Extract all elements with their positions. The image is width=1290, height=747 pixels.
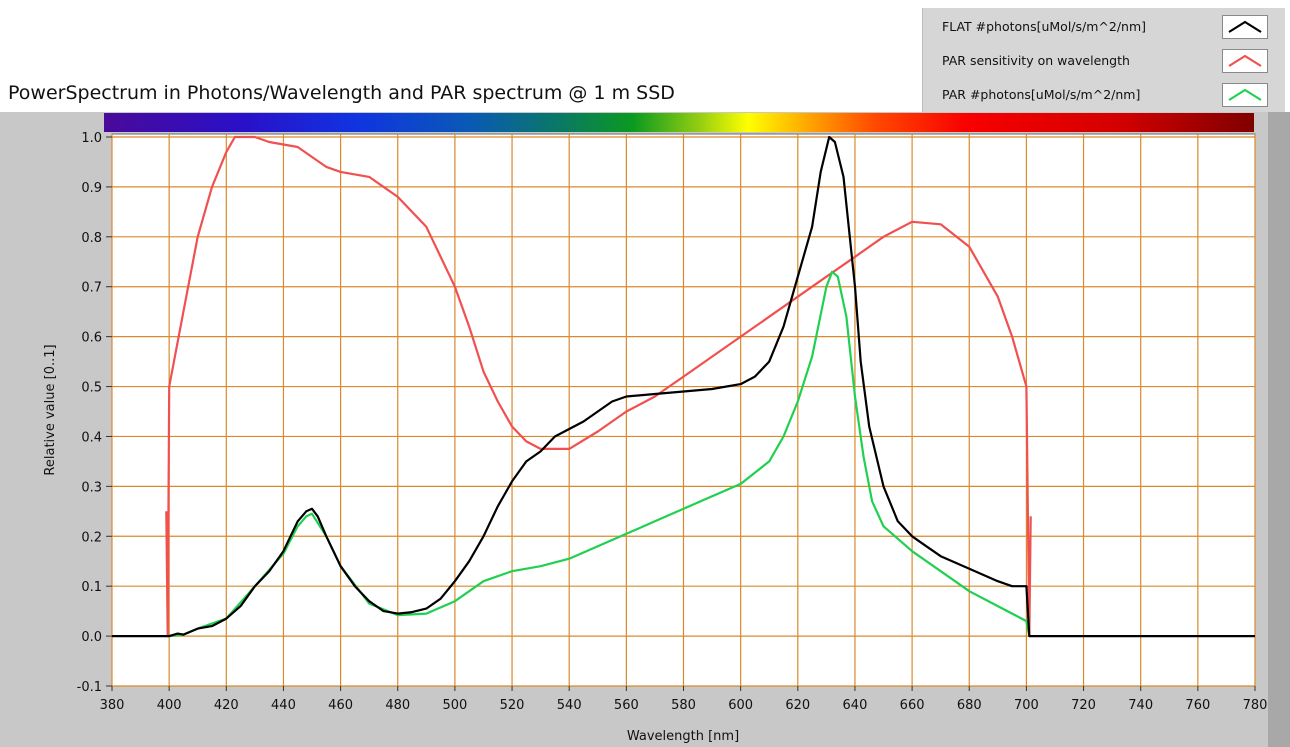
x-tick-label: 780 (1243, 698, 1268, 713)
y-tick-label: 0.4 (81, 430, 102, 445)
legend: FLAT #photons[uMol/s/m^2/nm] PAR sensiti… (922, 8, 1285, 112)
legend-item-par-sensitivity[interactable]: PAR sensitivity on wavelength (923, 44, 1285, 76)
legend-swatch-par-sensitivity[interactable] (1222, 49, 1268, 73)
x-tick-label: 440 (271, 698, 296, 713)
spectrum-color-bar (104, 113, 1254, 132)
plot-frame-right-edge (1268, 112, 1290, 747)
series-line-par-photons (169, 270, 1031, 638)
x-tick-label: 380 (100, 698, 125, 713)
x-axis: 380 400 420 440 460 480 500 520 540 560 580 600 620 6… (100, 686, 1268, 713)
x-tick-label: 640 (843, 698, 868, 713)
x-tick-label: 400 (157, 698, 182, 713)
legend-item-flat[interactable]: FLAT #photons[uMol/s/m^2/nm] (923, 10, 1285, 42)
legend-label-par-sensitivity: PAR sensitivity on wavelength (942, 53, 1130, 68)
legend-label-flat: FLAT #photons[uMol/s/m^2/nm] (942, 19, 1147, 34)
legend-item-par-photons[interactable]: PAR #photons[uMol/s/m^2/nm] (923, 78, 1285, 110)
grid (111, 134, 1256, 687)
legend-swatch-flat[interactable] (1222, 15, 1268, 39)
x-tick-label: 560 (614, 698, 639, 713)
x-tick-label: 700 (1014, 698, 1039, 713)
x-tick-label: 660 (900, 698, 925, 713)
x-tick-label: 760 (1185, 698, 1210, 713)
legend-swatch-par-photons[interactable] (1222, 83, 1268, 107)
x-tick-label: 600 (728, 698, 753, 713)
x-tick-label: 620 (785, 698, 810, 713)
y-tick-label: 0.3 (81, 480, 102, 495)
legend-line-icon (1228, 20, 1262, 33)
y-tick-label: 0.1 (81, 580, 102, 595)
x-tick-label: 720 (1071, 698, 1096, 713)
y-axis-label: Relative value [0..1] (43, 344, 58, 475)
x-tick-label: 420 (214, 698, 239, 713)
y-axis: -0.1 0.0 0.1 0.2 0.3 0.4 0.5 0.6 0.7 0.8 0.9 1.0 (77, 131, 112, 695)
chart-title: PowerSpectrum in Photons/Wavelength and … (8, 82, 675, 104)
y-tick-label: -0.1 (77, 680, 102, 695)
x-tick-label: 740 (1128, 698, 1153, 713)
y-tick-label: 0.8 (81, 231, 102, 246)
x-tick-label: 680 (957, 698, 982, 713)
x-tick-label: 460 (328, 698, 353, 713)
x-tick-label: 480 (385, 698, 410, 713)
legend-line-icon (1228, 54, 1262, 67)
legend-line-icon (1228, 88, 1262, 101)
y-tick-label: 0.2 (81, 530, 102, 545)
series-layer (112, 135, 1255, 638)
y-tick-label: 0.0 (81, 630, 102, 645)
x-tick-label: 500 (442, 698, 467, 713)
legend-label-par-photons: PAR #photons[uMol/s/m^2/nm] (942, 87, 1141, 102)
y-tick-label: 0.5 (81, 381, 102, 396)
y-tick-label: 0.6 (81, 331, 102, 346)
series-line-flat-photons (112, 135, 1255, 638)
x-tick-label: 580 (671, 698, 696, 713)
y-tick-label: 1.0 (81, 131, 102, 146)
x-tick-label: 520 (500, 698, 525, 713)
y-tick-label: 0.7 (81, 281, 102, 296)
x-tick-label: 540 (557, 698, 582, 713)
series-line-par-sensitivity (165, 135, 1032, 638)
x-axis-label: Wavelength [nm] (627, 729, 739, 744)
y-tick-label: 0.9 (81, 181, 102, 196)
